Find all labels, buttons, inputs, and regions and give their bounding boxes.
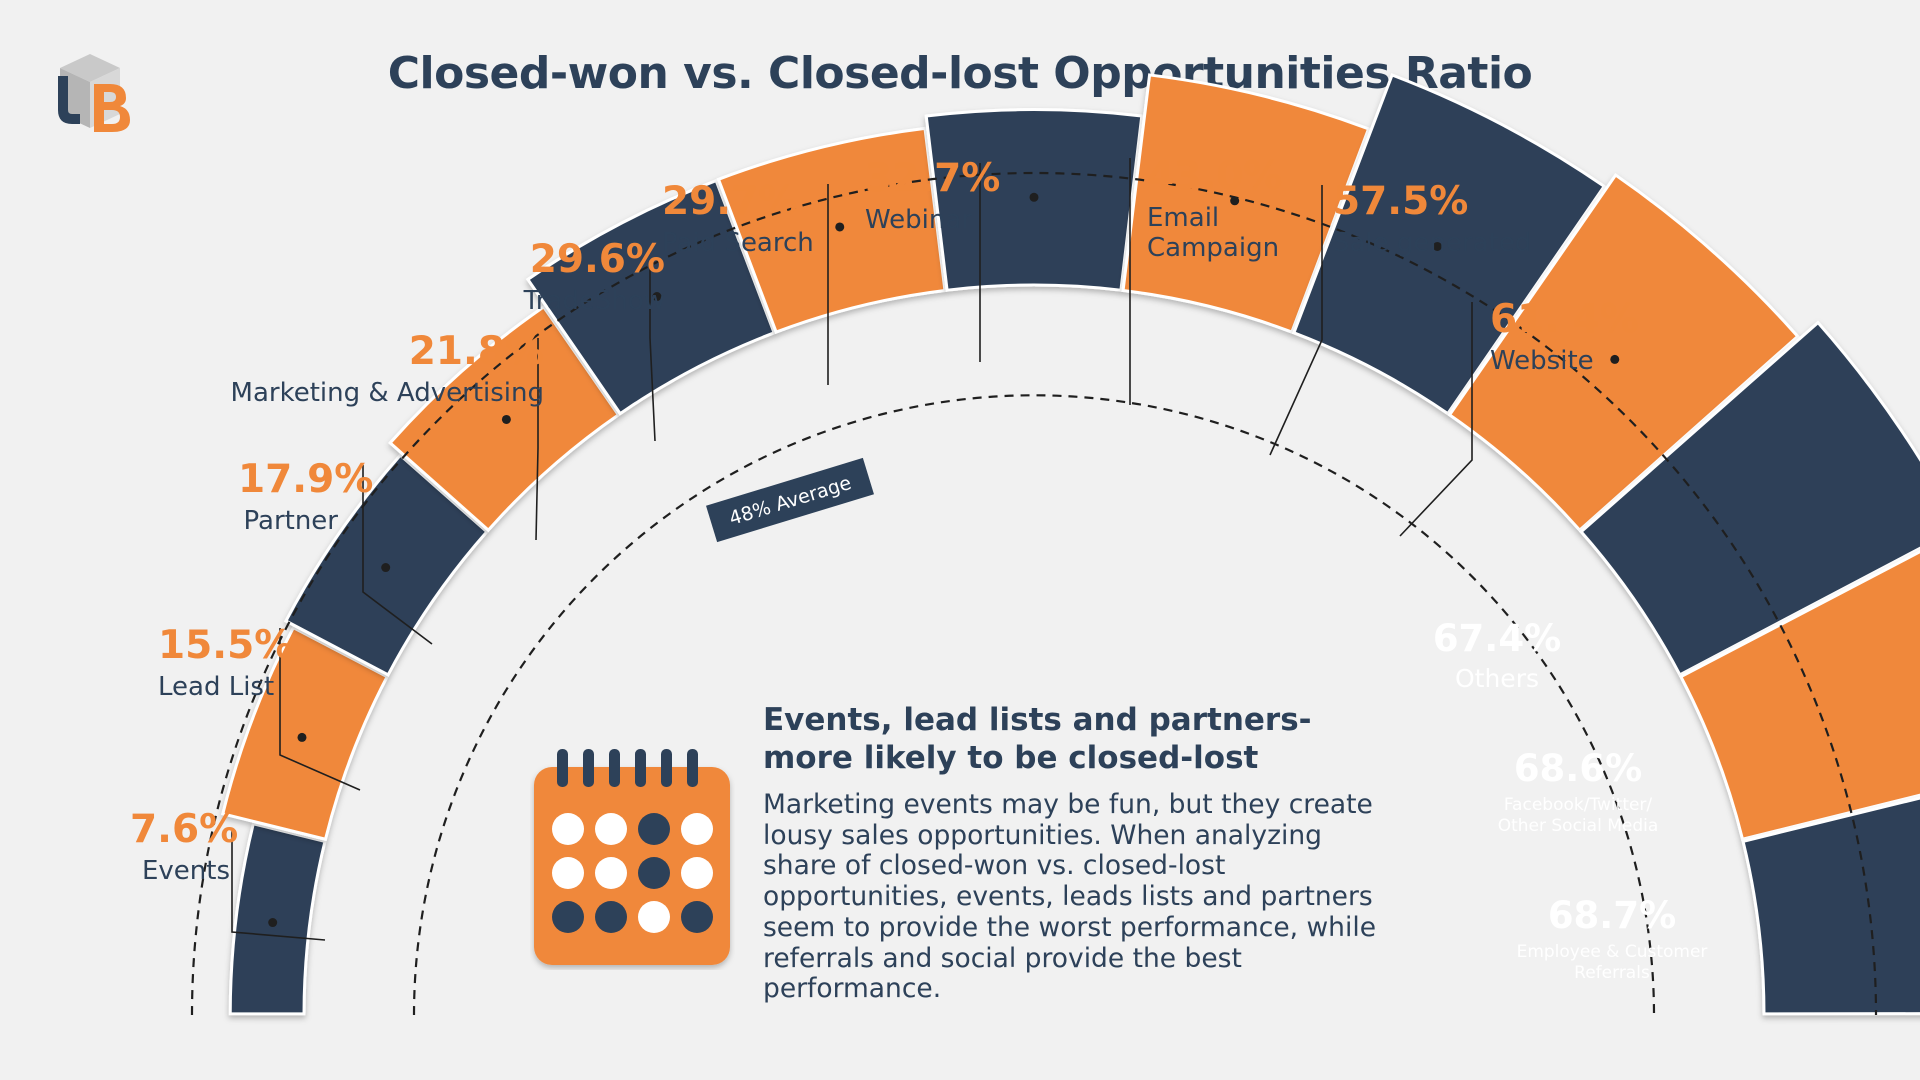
segment-employee-customer-referrals: [1741, 796, 1920, 1016]
category-label: Email Campaign: [1147, 202, 1280, 263]
category-label: Lead List: [158, 671, 275, 702]
value-label: 21.8%: [408, 329, 544, 374]
label-email-campaign: 43.0% Email Campaign: [1147, 154, 1297, 264]
label-marketing-advertising: 21.8% Marketing & Advertising: [214, 329, 544, 409]
value-label: 7.6%: [130, 807, 239, 852]
value-label: 68.6%: [1513, 747, 1643, 790]
leader-dot-marketing-advertising: [501, 414, 511, 424]
value-label: 61. 4%: [1490, 297, 1639, 342]
value-label: 43.0%: [1147, 154, 1283, 199]
leader-dot-paid-search: [835, 222, 845, 232]
leader-dot-lead-list: [297, 732, 307, 742]
segment-tradeshow: [525, 178, 777, 416]
segment-website: [1447, 172, 1800, 533]
label-employee-customer-referrals: 68.7% Employee & Customer Referrals: [1497, 894, 1727, 984]
value-label: 17.9%: [238, 457, 374, 502]
value-label: 15.5%: [158, 623, 294, 668]
leader-dot-webinar: [1029, 192, 1039, 202]
category-label: Others: [1454, 663, 1539, 693]
category-label: Marketing & Advertising: [230, 377, 544, 408]
leader-dot-website: [1610, 354, 1620, 364]
leader-dot-tradeshow: [652, 292, 662, 302]
category-label: Facebook/Twitter/ Other Social Media: [1497, 794, 1659, 836]
value-label: 57.5%: [1333, 179, 1469, 224]
value-label: 68.7%: [1547, 894, 1677, 937]
average-arc-inner: [412, 393, 1656, 1016]
value-label: 29.6%: [529, 237, 665, 282]
leader-dot-events: [268, 918, 278, 928]
label-paid-search: 29.7% Paid Search: [662, 179, 814, 259]
value-label: 32.7%: [865, 156, 1001, 201]
category-label: Paid Search: [662, 227, 814, 258]
page-title: Closed-won vs. Closed-lost Opportunities…: [387, 48, 1533, 99]
leader-line-website: [1399, 302, 1473, 537]
leader-lines-group: [231, 158, 1620, 941]
label-tradeshow: 29.6% TradeShow: [505, 237, 665, 317]
category-label: Website: [1490, 345, 1594, 376]
segment-events: [228, 822, 327, 1016]
value-label: 29.7%: [662, 179, 798, 224]
leader-line-events: [231, 830, 326, 941]
category-label: Sale generated: [1333, 227, 1532, 258]
insight-heading: Events, lead lists and partners- more li…: [763, 702, 1312, 776]
leader-line-sale-generated: [1269, 185, 1323, 456]
segment-sale-generated: [1291, 73, 1607, 416]
leader-line-marketing-advertising: [535, 338, 539, 541]
label-website: 61. 4% Website: [1490, 297, 1639, 377]
insight-body: Marketing events may be fun, but they cr…: [763, 789, 1376, 1005]
leader-line-tradeshow: [649, 268, 656, 442]
segment-lead-list: [220, 625, 390, 842]
segment-email-campaign: [1121, 73, 1371, 334]
category-label: TradeShow: [523, 285, 665, 316]
label-others: 67.4% Others: [1397, 617, 1597, 693]
leader-dot-partner: [381, 563, 391, 573]
segment-facebook-twitter-other-social-media: [1678, 549, 1920, 842]
label-events: 7.6% Events: [130, 807, 239, 887]
category-label: Employee & Customer Referrals: [1516, 941, 1708, 983]
leader-dot-sale-generated: [1432, 241, 1442, 251]
average-arc-outer: [190, 171, 1878, 1016]
label-lead-list: 15.5% Lead List: [158, 623, 294, 703]
label-facebook-twitter-other-social-media: 68.6% Facebook/Twitter/ Other Social Medi…: [1478, 747, 1678, 837]
leader-dot-email-campaign: [1230, 196, 1240, 206]
label-sale-generated: 57.5% Sale generated: [1333, 179, 1532, 259]
calendar-icon: [534, 749, 730, 965]
leader-line-partner: [362, 465, 433, 645]
average-badge: 48% Average: [706, 457, 874, 543]
label-partner: 17.9% Partner: [238, 457, 374, 537]
leader-line-lead-list: [279, 628, 361, 791]
segment-others: [1579, 320, 1920, 677]
segment-paid-search: [716, 126, 947, 334]
logo-cube-icon: UB: [58, 54, 130, 132]
category-label: Webinar: [865, 204, 973, 235]
label-webinar: 32.7% Webinar: [865, 156, 1001, 236]
segments-group: [220, 73, 1920, 1016]
category-label: Partner: [243, 505, 339, 536]
value-label: 67.4%: [1432, 617, 1562, 660]
category-label: Events: [141, 855, 230, 886]
